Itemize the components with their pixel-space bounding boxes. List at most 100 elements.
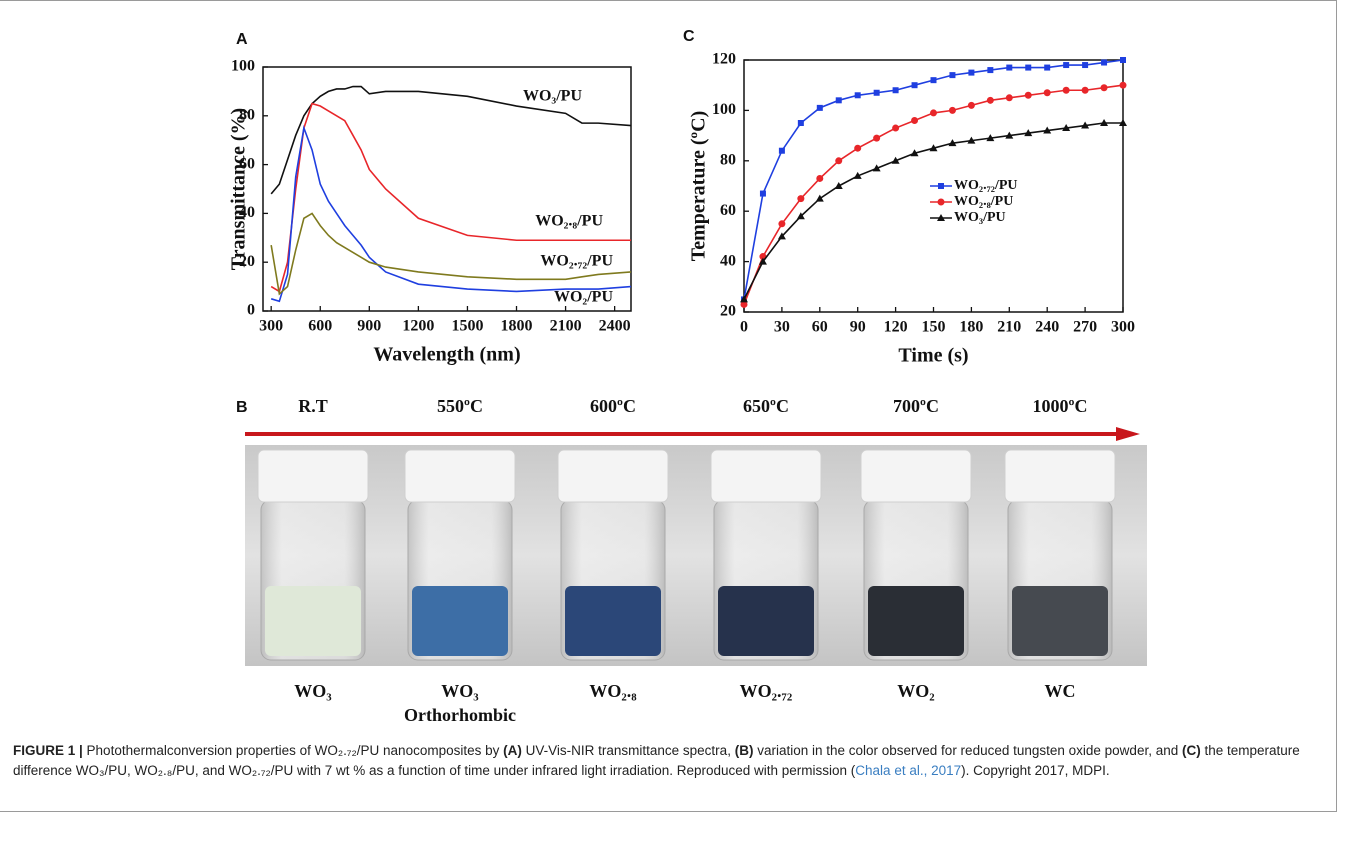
legend-label: WO₃/PU [954, 210, 1006, 225]
marker [853, 171, 862, 179]
marker [1100, 84, 1108, 92]
sample-label: Orthorhombic [404, 705, 516, 725]
sample-label: WO₃ [441, 681, 479, 701]
caption-run: (A) [503, 743, 522, 758]
x-tick-label: 900 [357, 318, 381, 335]
series-line [743, 59, 1124, 300]
sample-label: WO₂.₇₂ [740, 681, 793, 701]
y-tick-label: 40 [239, 204, 255, 221]
marker [1120, 57, 1126, 63]
temperature-label: 600ºC [590, 396, 636, 416]
vial-powder [265, 586, 361, 656]
photo-background [245, 445, 1147, 666]
marker [930, 77, 937, 84]
series-label: WO₂.₇₂/PU [540, 253, 613, 270]
vial-powder [868, 586, 964, 656]
vial-cap [860, 449, 972, 503]
x-tick-label: 1800 [501, 318, 533, 335]
temperature-label: 650ºC [743, 396, 789, 416]
temperature-label: 700ºC [893, 396, 939, 416]
marker [1119, 81, 1127, 89]
panel-label: C [683, 28, 695, 45]
series-line [270, 102, 631, 293]
marker [1081, 121, 1090, 129]
x-tick-label: 600 [308, 318, 332, 335]
x-tick-label: 30 [774, 319, 790, 336]
x-tick-label: 180 [959, 319, 983, 336]
marker [1119, 119, 1127, 126]
y-tick-label: 80 [720, 151, 736, 168]
marker [834, 182, 843, 189]
x-tick-label: 150 [922, 319, 946, 336]
series-line [270, 124, 632, 303]
marker [854, 92, 861, 99]
vial-cap [1004, 449, 1116, 503]
series-label: WO₃/PU [523, 88, 582, 105]
series-line [270, 212, 632, 296]
caption-run: UV-Vis-NIR transmittance spectra, [521, 743, 735, 758]
arrow-head [1116, 427, 1140, 441]
legend-label: WO₂.₇₂/PU [954, 178, 1018, 193]
marker [1006, 64, 1013, 71]
x-tick-label: 1200 [402, 318, 434, 335]
series-label: WO₂/PU [554, 289, 613, 306]
x-tick-label: 300 [259, 318, 283, 335]
marker [854, 144, 862, 152]
marker [986, 134, 995, 142]
y-tick-label: 20 [239, 253, 255, 270]
marker [797, 195, 805, 203]
marker [816, 174, 824, 182]
series-line [270, 85, 632, 195]
vial-powder [1012, 586, 1108, 656]
temperature-label: R.T [298, 396, 328, 416]
sample-label: WO₃ [294, 681, 332, 701]
plot-frame [262, 66, 632, 312]
x-tick-label: 1500 [451, 318, 483, 335]
marker [816, 104, 823, 111]
marker [797, 120, 804, 126]
sample-label: WC [1045, 681, 1076, 701]
caption-run: ). Copyright 2017, MDPI. [961, 763, 1110, 778]
marker [948, 139, 957, 147]
series-line [743, 84, 1124, 305]
x-tick-label: 60 [812, 319, 828, 336]
x-tick-label: 120 [884, 319, 908, 336]
y-axis-title: Temperature (ºC) [688, 111, 710, 261]
caption: FIGURE 1 | Photothermalconversion proper… [13, 741, 1328, 781]
marker [910, 149, 919, 157]
marker [930, 109, 937, 117]
x-tick-label: 2100 [550, 318, 582, 335]
marker [778, 147, 785, 154]
marker [1081, 86, 1089, 94]
marker [911, 82, 918, 89]
marker [1025, 64, 1032, 71]
x-axis-title: Time (s) [898, 345, 968, 367]
vial-cap [557, 449, 669, 503]
series-label: WO₂.₈/PU [535, 213, 603, 230]
marker [835, 157, 843, 165]
marker [892, 124, 900, 132]
marker [891, 156, 900, 164]
marker [911, 116, 919, 124]
x-tick-label: 210 [997, 319, 1021, 336]
marker [873, 134, 881, 142]
marker [967, 101, 975, 109]
marker [968, 69, 975, 76]
marker [1024, 91, 1032, 99]
caption-run[interactable]: Chala et al., 2017 [855, 763, 962, 778]
sample-label: WO₂ [897, 681, 934, 701]
vial-powder [718, 586, 814, 656]
y-tick-label: 120 [712, 51, 736, 68]
marker [1100, 119, 1109, 126]
marker [1044, 64, 1051, 71]
vial-cap [257, 449, 369, 503]
caption-run: the temperature difference WO₃/PU, WO₂.₈… [13, 743, 1300, 778]
temperature-label: 1000ºC [1033, 396, 1088, 416]
y-tick-label: 60 [239, 155, 255, 172]
marker [1062, 124, 1071, 132]
x-tick-label: 270 [1073, 319, 1097, 336]
legend-marker [938, 183, 944, 189]
caption-run: variation in the color observed for redu… [753, 743, 1182, 758]
x-tick-label: 300 [1111, 319, 1135, 336]
